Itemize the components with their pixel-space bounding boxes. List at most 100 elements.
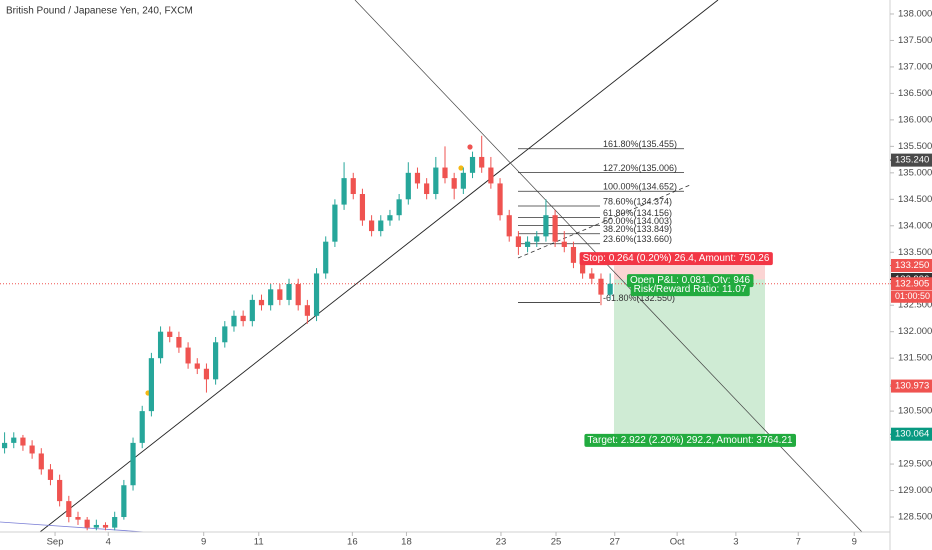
- y-tick-label: 129.000: [898, 485, 932, 496]
- candle-body: [102, 524, 109, 528]
- y-tick-label: 130.500: [898, 406, 932, 417]
- candle-body: [29, 445, 35, 454]
- y-tick-label: 137.000: [898, 61, 932, 72]
- candle-body: [157, 331, 164, 359]
- trend-line: [39, 0, 719, 533]
- x-tick-label: 27: [609, 537, 620, 548]
- price-tag: 130.064: [895, 429, 929, 440]
- y-tick-label: 129.500: [898, 459, 932, 470]
- candle-body: [20, 437, 26, 446]
- candle-body: [469, 156, 476, 173]
- price-tag-bg: [891, 379, 932, 393]
- fib-base-line: [517, 184, 691, 259]
- y-tick-label: 136.500: [898, 88, 932, 99]
- candle-body: [258, 299, 265, 306]
- candle-body: [66, 501, 72, 518]
- y-tick-label: 138.000: [898, 8, 932, 19]
- countdown: 01:00:50: [895, 291, 930, 301]
- candle-body: [460, 172, 466, 189]
- candle-body: [268, 289, 274, 306]
- y-tick-label: 131.500: [898, 353, 932, 364]
- fib-label: -61.80%(132.550): [603, 293, 675, 303]
- x-tick-label: 9: [201, 537, 206, 548]
- position-label: Open P&L: 0.081, Qty: 946: [630, 275, 751, 286]
- candle-body: [93, 524, 99, 528]
- x-tick-label: 7: [796, 537, 801, 548]
- countdown-bg: [891, 290, 932, 303]
- candle-body: [414, 172, 421, 184]
- candle-body: [424, 183, 430, 195]
- marker: [467, 144, 473, 150]
- candle-body: [249, 299, 255, 322]
- position-label-bg: [579, 252, 773, 266]
- position-label: Target: 2.922 (2.20%) 292.2, Amount: 376…: [587, 435, 793, 446]
- chart-title: British Pound / Japanese Yen, 240, FXCM: [6, 6, 193, 17]
- candle-body: [561, 241, 567, 247]
- x-tick-label: 9: [852, 537, 857, 548]
- x-tick-label: 11: [254, 537, 264, 548]
- candle-body: [75, 517, 81, 520]
- candle-body: [167, 331, 173, 337]
- target-zone: [614, 279, 765, 435]
- price-tag: 133.250: [895, 260, 929, 271]
- candle-body: [121, 485, 127, 518]
- fib-label: 100.00%(134.652): [603, 182, 677, 192]
- candle-body: [534, 236, 540, 242]
- candle-body: [552, 215, 558, 242]
- x-tick-label: 23: [496, 537, 507, 548]
- y-tick-label: 132.000: [898, 326, 932, 337]
- fib-label: 61.80%(134.156): [603, 208, 672, 218]
- y-tick-label: 134.000: [898, 220, 932, 231]
- candle-body: [442, 167, 448, 179]
- price-tag-bg: [891, 258, 932, 272]
- candle-body: [176, 336, 182, 348]
- fib-label: 127.20%(135.006): [603, 163, 677, 173]
- candle-body: [139, 411, 145, 443]
- x-tick-label: 18: [401, 537, 412, 548]
- candle-body: [323, 241, 329, 274]
- trend-line: [0, 521, 146, 533]
- candle-body: [368, 220, 375, 232]
- candle-body: [57, 479, 63, 502]
- price-tag: 132.905: [895, 278, 929, 289]
- candle-body: [497, 183, 503, 216]
- candle-body: [203, 368, 210, 380]
- candle-body: [277, 289, 283, 300]
- candle-body: [589, 273, 595, 279]
- x-tick-label: Sep: [47, 537, 64, 548]
- price-tag: 130.973: [895, 381, 929, 392]
- candle-body: [387, 215, 393, 221]
- x-tick-label: 16: [347, 537, 358, 548]
- candle-body: [295, 284, 301, 306]
- candle-body: [570, 246, 577, 263]
- x-tick-label: 25: [551, 537, 562, 548]
- candle-body: [112, 517, 118, 528]
- candle-body: [240, 315, 246, 322]
- candle-body: [286, 284, 292, 300]
- candle-body: [194, 363, 200, 369]
- candle-body: [1, 442, 8, 449]
- marker: [458, 165, 464, 171]
- fib-label: 23.60%(133.660): [603, 234, 672, 244]
- fib-label: 78.60%(134.374): [603, 196, 672, 206]
- candle-body: [580, 262, 586, 274]
- candle-body: [598, 278, 604, 295]
- y-tick-label: 137.500: [898, 35, 932, 46]
- fib-label: 38.20%(133.849): [603, 224, 672, 234]
- candle-body: [313, 273, 320, 316]
- candle-body: [47, 469, 54, 480]
- candle-body: [11, 437, 17, 443]
- candle-body: [479, 156, 485, 168]
- y-tick-label: 128.500: [898, 512, 932, 523]
- fib-label: 161.80%(135.455): [603, 139, 677, 149]
- y-tick-label: 135.000: [898, 167, 932, 178]
- price-tag-bg: [891, 277, 932, 291]
- position-label-bg: [584, 433, 797, 447]
- y-tick-label: 136.000: [898, 114, 932, 125]
- candle-body: [359, 194, 366, 221]
- fib-label: 50.00%(134.003): [603, 216, 672, 226]
- price-tag: 135.240: [895, 155, 929, 166]
- candle-body: [543, 215, 549, 237]
